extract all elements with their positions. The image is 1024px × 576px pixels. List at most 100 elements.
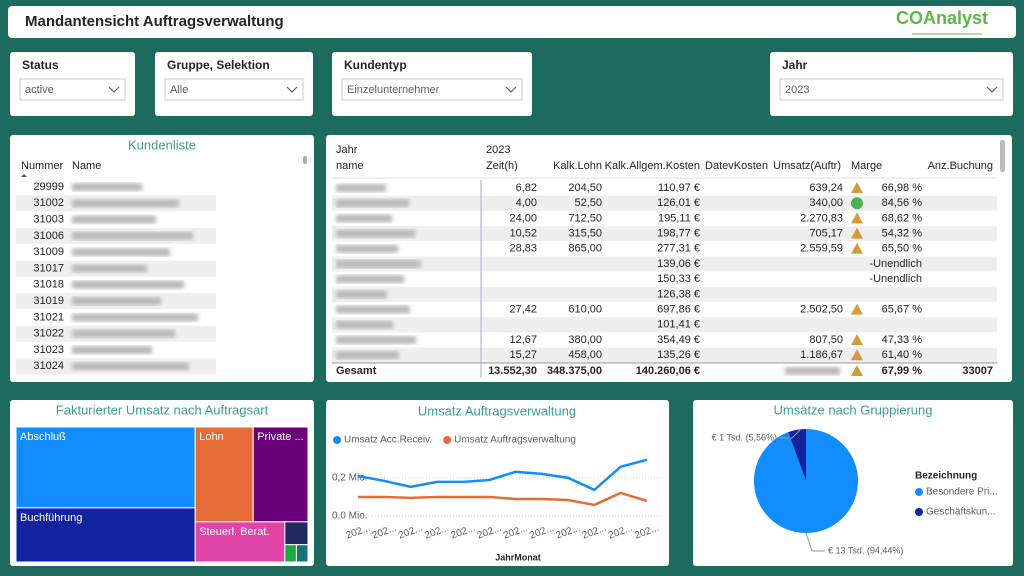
table-cell: 610,00 (568, 304, 602, 316)
marge-icon (851, 349, 863, 361)
marge-icon (851, 303, 863, 315)
logo-tagline (912, 33, 982, 35)
filter-label: Gruppe, Selektion (167, 58, 270, 72)
row-stripe (332, 256, 997, 272)
leader-line (805, 532, 825, 552)
table-cell: 135,26 € (657, 349, 700, 361)
dropdown-chevron (986, 86, 998, 93)
customer-number: 29999 (33, 181, 64, 193)
scrollbar (1000, 140, 1005, 172)
table-cell: 277,31 € (657, 243, 700, 255)
blurred-name (72, 183, 142, 191)
table-cell: 204,50 (568, 182, 602, 194)
customer-number: 31003 (33, 214, 64, 226)
treemap-label: Lohn (199, 431, 223, 443)
dropdown-value: Einzelunternehmer (347, 84, 440, 96)
blurred-name (336, 229, 415, 238)
table-cell: 68,62 % (882, 212, 923, 224)
legend-title: Bezeichnung (915, 471, 977, 482)
blurred-name (336, 336, 416, 344)
data-label: € 13 Tsd. (94,44%) (828, 545, 903, 555)
table-cell: 705,17 (809, 228, 843, 240)
table-cell: 28,83 (509, 243, 537, 255)
blurred-name (72, 280, 184, 289)
table-cell: 139,06 € (657, 258, 700, 270)
blurred-name (336, 199, 409, 208)
legend-marker (915, 508, 923, 516)
dropdown[interactable] (164, 78, 304, 101)
treemap-label: Steuerl. Berat. (199, 526, 269, 538)
customer-number: 31022 (33, 328, 64, 340)
blurred-name (72, 313, 198, 322)
legend-marker (915, 488, 923, 496)
marge-icon (851, 182, 863, 193)
dropdown-chevron (286, 86, 298, 93)
blurred-name (336, 351, 399, 360)
table-cell: 340,00 (809, 197, 843, 209)
treemap-tile (295, 544, 309, 563)
customer-number: 31006 (33, 230, 64, 242)
column-header: Anz.Buchung (928, 160, 993, 172)
total-label: Gesamt (336, 365, 377, 377)
column-header: Kalk.Lohn (553, 160, 602, 172)
blurred-name (72, 329, 175, 338)
row-stripe (332, 317, 997, 333)
table-cell: -Unendlich (869, 258, 922, 270)
blurred-name (72, 215, 156, 224)
line-series (357, 458, 648, 492)
header-panel (8, 6, 1016, 38)
blurred-name (336, 260, 421, 268)
marge-icon (851, 227, 863, 239)
table-cell: 52,50 (574, 197, 602, 209)
dropdown-value: 2023 (785, 84, 809, 96)
table-cell: -Unendlich (869, 273, 922, 285)
y-tick-label: 0,0 Mio. (332, 511, 368, 522)
blurred-name (336, 214, 392, 223)
total-cell: 33007 (962, 365, 993, 377)
dropdown-chevron (108, 86, 120, 93)
page-title: Mandantensicht Auftragsverwaltung (25, 13, 284, 30)
dropdown[interactable] (19, 78, 126, 101)
row-stripe (332, 195, 997, 211)
column-header: Umsatz(Auftr) (773, 160, 841, 172)
marge-icon (851, 197, 863, 210)
table-cell: 195,11 € (658, 212, 700, 224)
pie-slice (754, 428, 859, 533)
table-cell: 2.270,83 (800, 212, 843, 224)
column-header: DatevKosten (705, 160, 768, 172)
treemap-label: Abschluß (20, 431, 66, 443)
table-cell: 27,42 (509, 304, 537, 316)
table-cell: 1.186,67 (800, 349, 843, 361)
table-cell: 458,00 (568, 349, 602, 361)
customer-number: 31019 (33, 295, 64, 307)
customer-number: 31024 (33, 360, 64, 372)
total-cell: 140.260,06 € (636, 365, 700, 377)
column-header: Marge (851, 160, 882, 172)
table-cell: 65,50 % (882, 243, 923, 255)
marge-icon (851, 365, 863, 376)
table-cell: 6,82 (516, 182, 537, 194)
table-cell: 697,86 € (657, 304, 700, 316)
table-cell: 712,50 (568, 212, 602, 224)
table-cell: 198,77 € (657, 228, 700, 240)
y-tick-label: 0,2 Mio. (332, 473, 368, 484)
table-cell: 2.502,50 (800, 304, 843, 316)
panel-title: Kundenliste (128, 137, 196, 152)
legend-label: Geschäftskun... (926, 507, 995, 518)
dropdown[interactable] (341, 78, 523, 101)
dropdown[interactable] (779, 78, 1004, 101)
table-cell: 150,33 € (657, 273, 700, 285)
blurred-name (336, 184, 386, 192)
x-axis-label: JahrMonat (495, 552, 541, 562)
dropdown-value: Alle (170, 84, 188, 96)
treemap-tile (284, 544, 297, 563)
blurred-name (336, 290, 387, 299)
table-cell: 639,24 (809, 182, 843, 194)
table-cell: 65,67 % (882, 304, 923, 316)
column-header: Nummer (21, 160, 64, 172)
logo: COAnalyst (896, 8, 988, 28)
blurred-name (72, 264, 147, 273)
line-series (358, 491, 648, 507)
treemap-tile (252, 426, 309, 523)
